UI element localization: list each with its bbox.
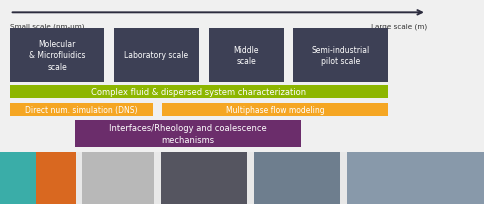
Bar — [10, 86, 387, 99]
Bar — [76, 152, 82, 204]
Bar — [0, 152, 36, 204]
Bar — [293, 29, 387, 83]
Text: Large scale (m): Large scale (m) — [370, 23, 426, 30]
Text: Small scale (nm-μm): Small scale (nm-μm) — [10, 23, 84, 30]
Text: Complex fluid & dispersed system characterization: Complex fluid & dispersed system charact… — [91, 88, 306, 97]
Bar — [162, 103, 387, 116]
Bar — [10, 29, 104, 83]
Bar — [82, 152, 154, 204]
Bar — [10, 103, 152, 116]
Text: Semi-industrial
pilot scale: Semi-industrial pilot scale — [311, 45, 369, 66]
Bar — [154, 152, 161, 204]
Text: Direct num. simulation (DNS): Direct num. simulation (DNS) — [25, 105, 137, 114]
Text: Molecular
& Microfluidics
scale: Molecular & Microfluidics scale — [29, 40, 85, 71]
Text: Multiphase flow modeling: Multiphase flow modeling — [226, 105, 324, 114]
Bar — [36, 152, 76, 204]
Text: Interfaces/Rheology and coalescence
mechanisms: Interfaces/Rheology and coalescence mech… — [109, 123, 266, 144]
Bar — [247, 152, 254, 204]
Bar — [208, 29, 283, 83]
Text: Laboratory scale: Laboratory scale — [124, 51, 188, 60]
Bar — [347, 152, 484, 204]
Bar — [254, 152, 340, 204]
Bar — [114, 29, 198, 83]
Text: Middle
scale: Middle scale — [233, 45, 258, 66]
Bar — [340, 152, 347, 204]
Bar — [161, 152, 247, 204]
Bar — [75, 120, 300, 147]
